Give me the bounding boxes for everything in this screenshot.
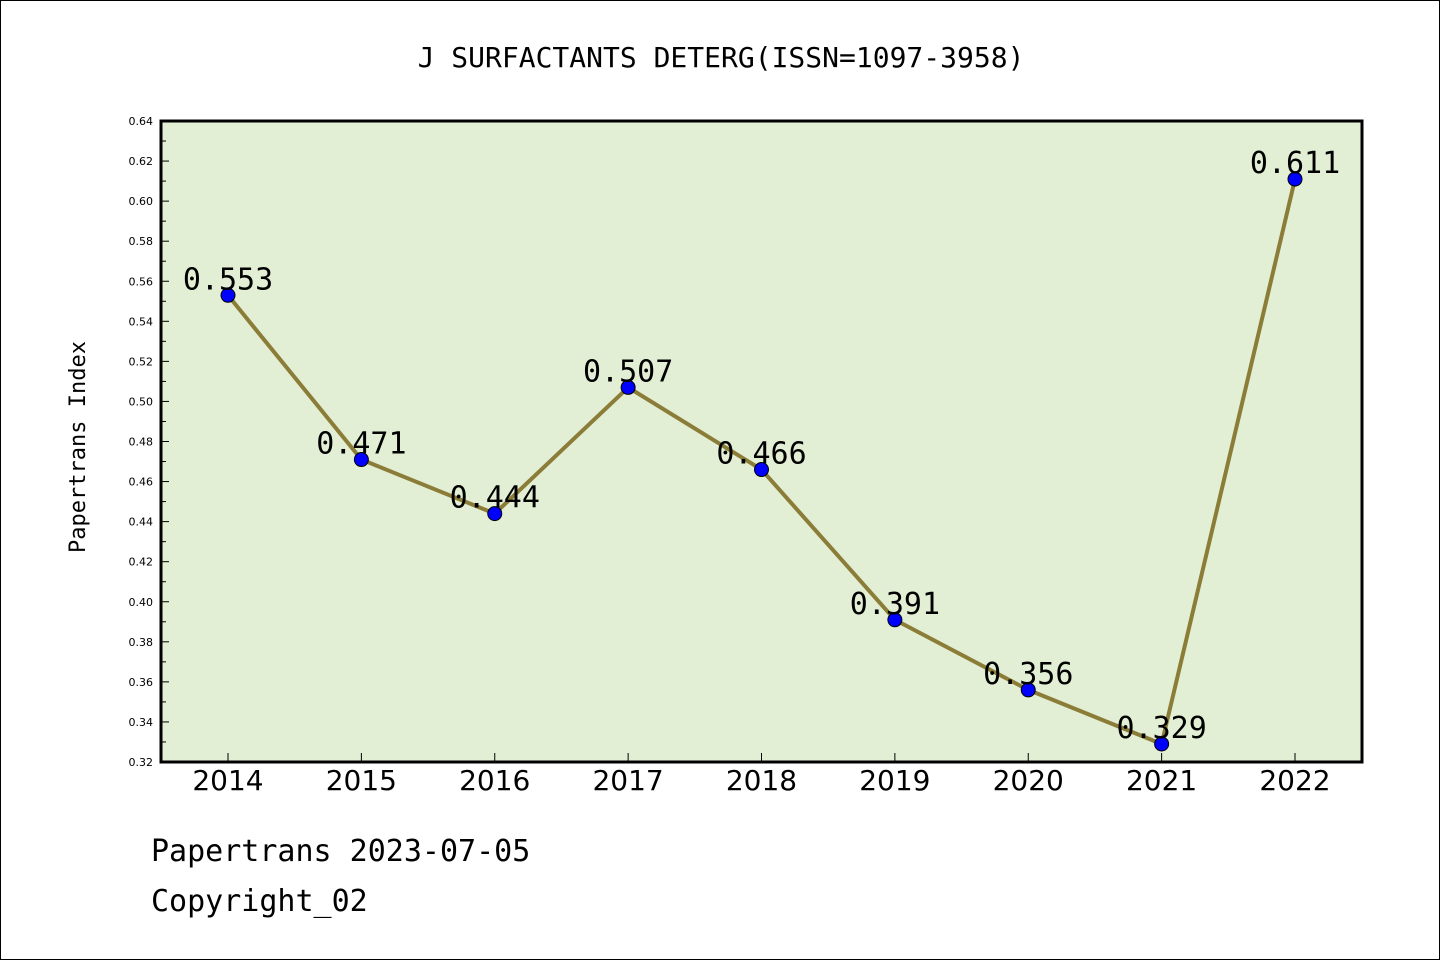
data-point (487, 506, 503, 522)
footer-copyright: Copyright_02 (151, 884, 368, 919)
data-label: 0.471 (316, 427, 406, 462)
y-tick-label: 0.54 (129, 315, 154, 328)
x-tick-label: 2016 (459, 764, 530, 797)
data-label: 0.507 (583, 354, 673, 389)
x-tick-label: 2018 (726, 764, 797, 797)
data-label: 0.444 (450, 481, 540, 516)
x-tick-label: 2019 (859, 764, 930, 797)
y-tick-label: 0.44 (129, 516, 154, 529)
data-point (754, 462, 769, 478)
data-point (353, 452, 369, 468)
data-point (887, 612, 903, 628)
y-tick-label: 0.46 (129, 476, 154, 489)
y-tick-label: 0.42 (129, 556, 154, 569)
y-tick-label: 0.64 (129, 115, 154, 128)
data-label: 0.611 (1250, 146, 1340, 181)
y-axis-label: Papertrans Index (66, 341, 91, 553)
y-tick-label: 0.62 (129, 155, 154, 168)
series-0: 0.553 0.471 0.444 0.507 0.466 0.391 0.356 0.329… (183, 146, 1340, 752)
data-point (220, 287, 236, 303)
data-label: 0.466 (716, 437, 806, 472)
chart-title: J SURFACTANTS DETERG(ISSN=1097-3958) (418, 41, 1025, 74)
x-tick-label: 2021 (1126, 764, 1197, 797)
x-tick-label: 2022 (1259, 764, 1330, 797)
y-tick-label: 0.48 (129, 436, 154, 449)
data-label: 0.553 (183, 262, 273, 297)
plot-area (161, 121, 1362, 762)
y-tick-label: 0.60 (129, 195, 154, 208)
data-point (1287, 171, 1303, 187)
data-point (1154, 736, 1170, 752)
y-tick-label: 0.40 (129, 596, 154, 609)
y-tick-label: 0.32 (129, 756, 154, 769)
data-point (1020, 682, 1036, 698)
footer-date-line: Papertrans 2023-07-05 (151, 834, 531, 869)
y-tick-label: 0.34 (129, 716, 154, 729)
y-tick-label: 0.56 (129, 275, 154, 288)
data-label: 0.391 (850, 587, 940, 622)
plot-border (159, 119, 1364, 764)
y-tick-label: 0.52 (129, 355, 154, 368)
y-tick-label: 0.50 (129, 395, 154, 408)
data-point (620, 379, 636, 395)
x-tick-label: 2014 (192, 764, 263, 797)
data-label: 0.329 (1116, 711, 1206, 746)
x-tick-label: 2020 (993, 764, 1064, 797)
y-tick-label: 0.36 (129, 676, 154, 689)
x-tick-label: 2015 (326, 764, 397, 797)
x-axis: 2014 2015 2016 2017 2018 2019 2020 2021 2022 (192, 753, 1331, 797)
y-axis: 0.32 0.34 0.36 0.38 0.40 0.42 0.44 0.46 0.48 0.50… (129, 115, 169, 769)
data-label: 0.356 (983, 657, 1073, 692)
x-tick-label: 2017 (592, 764, 663, 797)
y-tick-label: 0.58 (129, 235, 154, 248)
y-tick-label: 0.38 (129, 636, 154, 649)
